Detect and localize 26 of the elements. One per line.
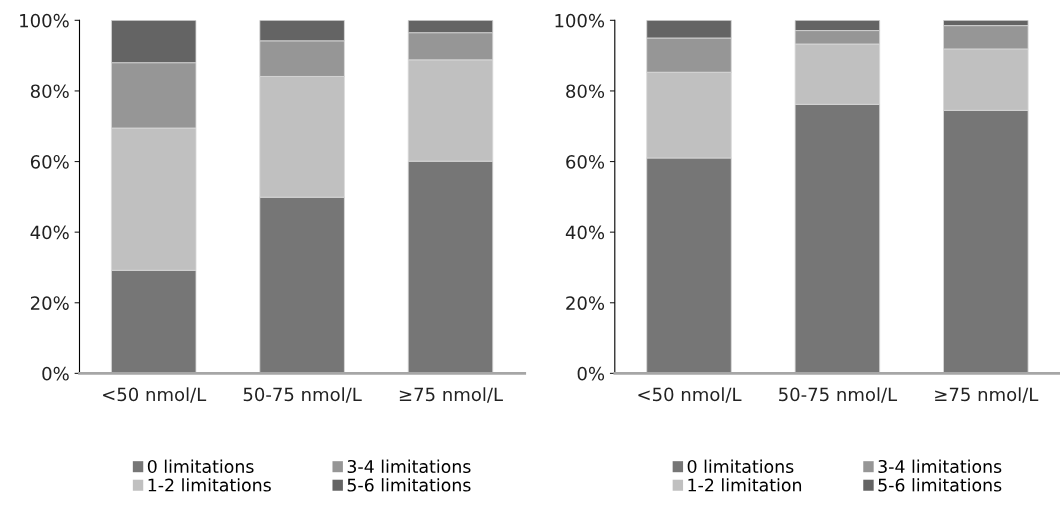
x-tick-label: ≥75 nmol/L [399,387,503,403]
y-tick-label: 80% [566,84,605,99]
y-tick-label: 40% [30,225,69,240]
y-tick-label: 0% [42,366,69,381]
x-tick-label: ≥75 nmol/L [935,387,1039,403]
x-tick-label: 50-75 nmol/L [243,387,362,403]
legend-label: 3-4 limitations [347,459,471,474]
x-tick-label: 50-75 nmol/L [779,387,898,403]
y-tick-label: 100% [555,13,605,28]
y-tick-label: 100% [20,13,69,28]
y-tick-label: 0% [577,366,605,381]
legend-label: 5-6 limitations [347,478,471,492]
y-tick-label: 80% [30,84,69,99]
y-tick-label: 40% [565,225,605,240]
x-tick-label: <50 nmol/L [103,387,207,403]
legend-label: 3-4 limitations [878,459,1002,474]
y-tick-label: 20% [566,296,605,310]
legend-label: 1-2 limitations [148,478,271,492]
legend-label: 0 limitations [147,459,254,474]
y-tick-label: 60% [30,155,69,169]
y-tick-label: 20% [30,296,69,310]
y-tick-label: 60% [566,155,605,169]
legend-label: 1-2 limitation [688,478,802,492]
x-tick-label: <50 nmol/L [638,387,742,403]
legend-label: 5-6 limitations [878,478,1002,492]
legend-label: 0 limitations [687,459,794,474]
